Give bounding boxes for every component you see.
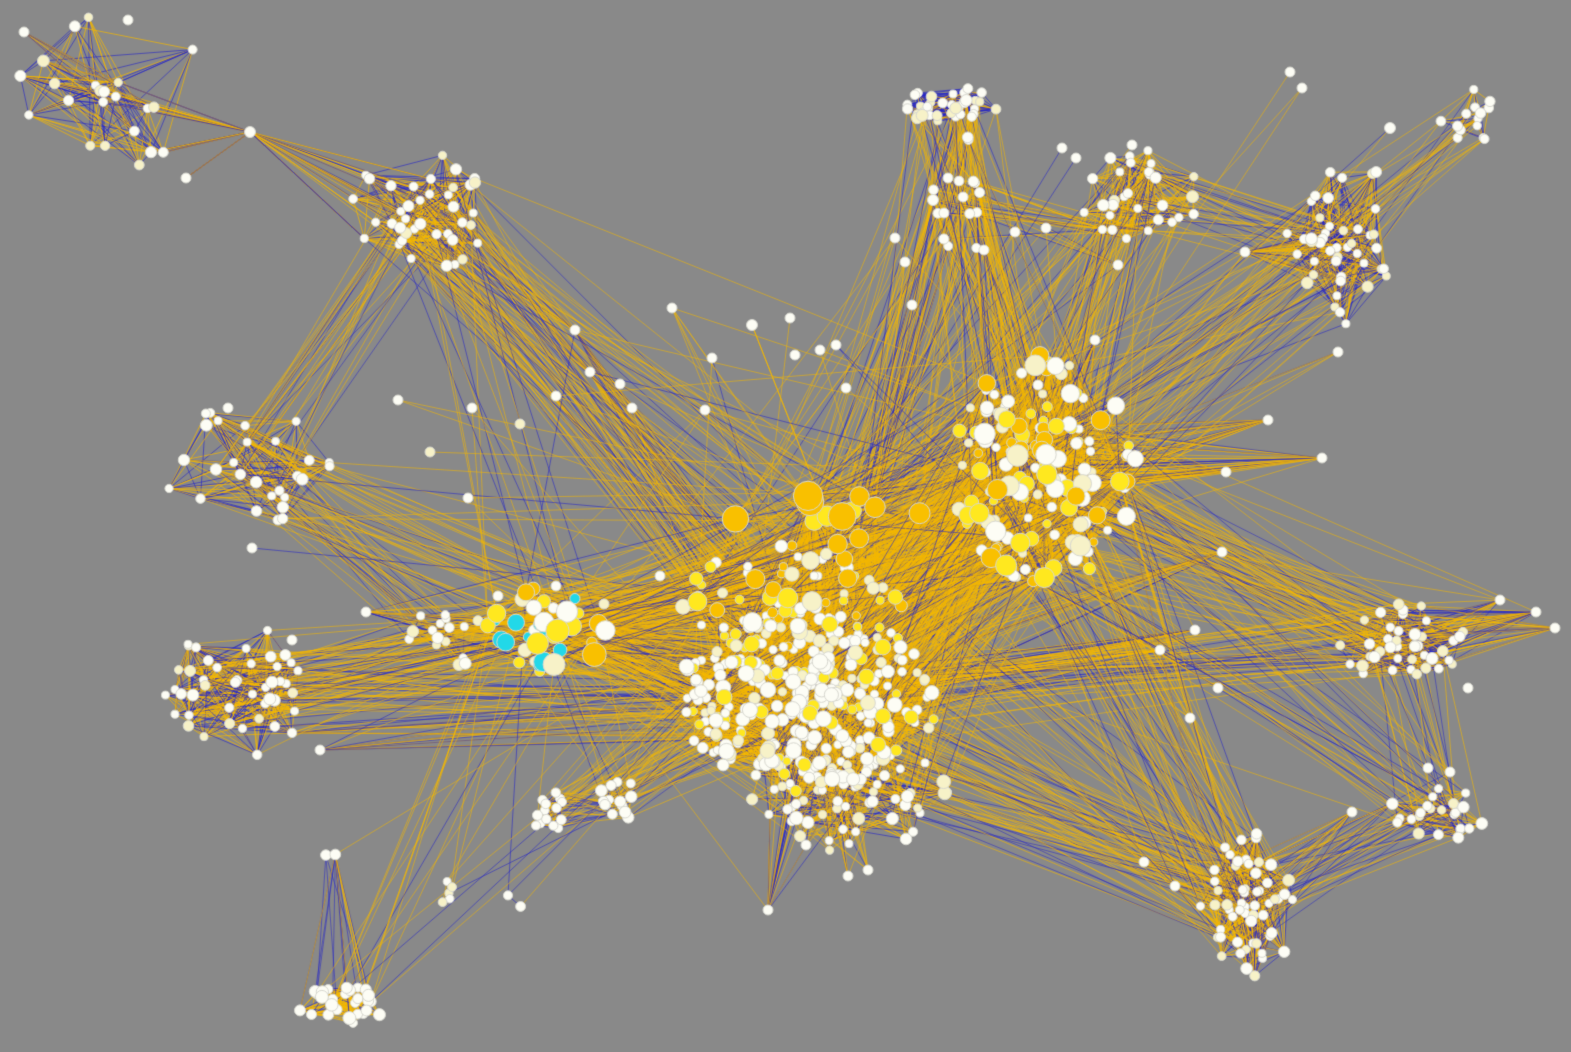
network-graph-visualization[interactable] [0,0,1571,1052]
network-graph-canvas[interactable] [0,0,1571,1052]
